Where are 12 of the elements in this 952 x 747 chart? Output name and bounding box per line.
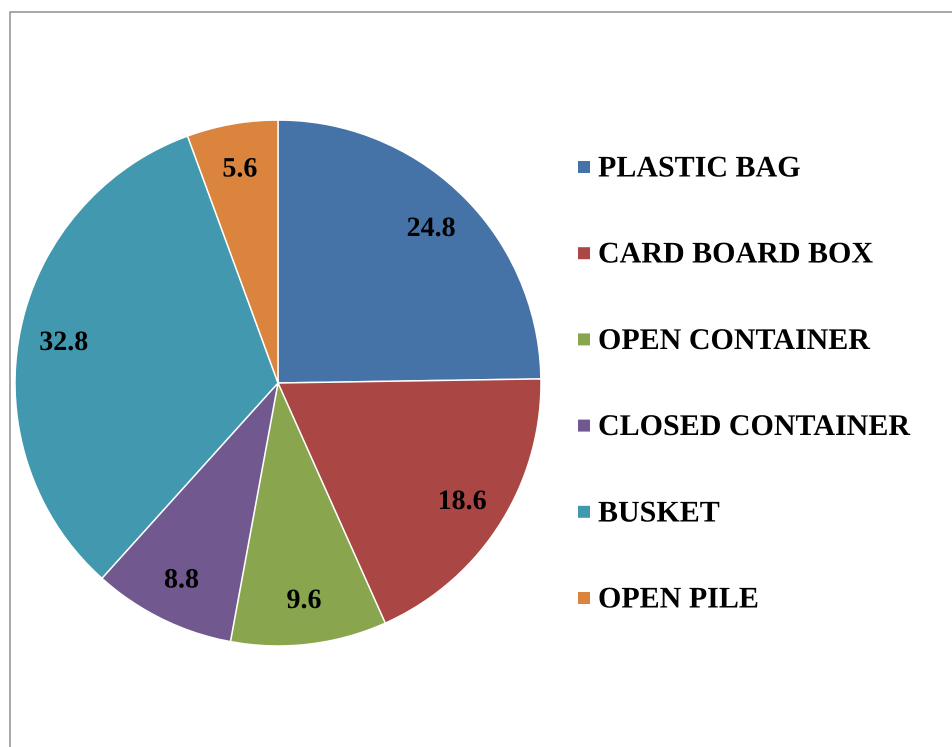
data-label: 9.6 bbox=[286, 584, 322, 616]
legend-label: OPEN PILE bbox=[598, 582, 759, 614]
legend-label: CARD BOARD BOX bbox=[598, 236, 874, 270]
legend-label: PLASTIC BAG bbox=[598, 150, 801, 184]
data-label: 32.8 bbox=[39, 326, 88, 358]
legend-label: CLOSED CONTAINER bbox=[598, 409, 910, 442]
data-label: 5.6 bbox=[222, 152, 258, 184]
data-label: 18.6 bbox=[438, 484, 487, 516]
data-label: 24.8 bbox=[406, 212, 456, 243]
legend-label: OPEN CONTAINER bbox=[598, 322, 870, 356]
legend-label: BUSKET bbox=[598, 495, 720, 528]
data-label: 8.8 bbox=[164, 563, 200, 594]
